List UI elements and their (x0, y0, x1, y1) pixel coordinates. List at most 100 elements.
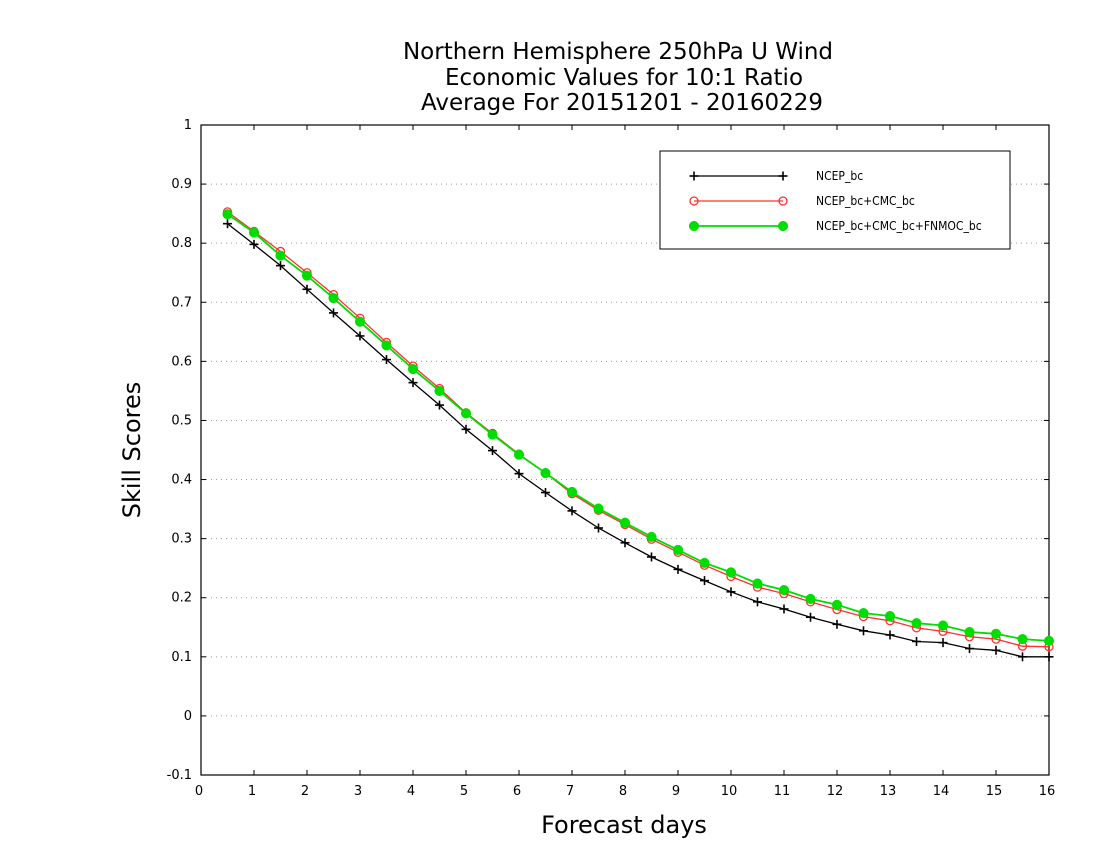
x-tick-label-15: 15 (986, 784, 1003, 799)
series-2-point-19 (725, 567, 737, 578)
series-2-point-8 (434, 385, 445, 396)
series-0-point-3 (302, 284, 312, 294)
chart-title-line-3: Average For 20151201 - 20160229 (421, 90, 823, 116)
series-0-point-8 (435, 400, 444, 410)
legend-marker-left-1 (689, 196, 699, 206)
legend-marker-right-1 (778, 196, 788, 206)
series-2-point-12 (540, 467, 551, 479)
x-tick-label-14: 14 (933, 784, 950, 799)
x-tick-label-8: 8 (619, 784, 627, 799)
series-0-line (227, 223, 1049, 658)
series-0-point-11 (514, 469, 524, 479)
series-0-point-9 (461, 424, 471, 434)
x-tick-label-7: 7 (566, 784, 574, 799)
series-0-point-15 (620, 538, 630, 548)
x-tick-label-3: 3 (354, 784, 362, 799)
y-tick-label-3: 0.2 (171, 591, 192, 606)
series-0-point-14 (594, 523, 603, 533)
series-0-point-29 (991, 645, 1001, 655)
series-2-point-3 (301, 270, 313, 281)
series-0-point-1 (249, 239, 259, 249)
series-2-point-15 (619, 517, 631, 528)
series-2-point-7 (407, 363, 419, 375)
series-0-point-26 (912, 636, 921, 646)
y-tick-label-4: 0.3 (171, 532, 192, 547)
y-tick-label-8: 0.7 (171, 295, 192, 310)
series-2-point-23 (831, 599, 843, 610)
legend-label-1: NCEP_bc+CMC_bc (816, 194, 915, 208)
series-2-point-11 (513, 449, 525, 460)
series-2-point-10 (487, 429, 498, 440)
x-tick-label-9: 9 (672, 784, 680, 799)
x-tick-label-2: 2 (301, 784, 309, 799)
legend-entry-0: NCEP_bc (689, 169, 863, 183)
series-0-point-6 (382, 355, 391, 365)
chart-title-line-2: Economic Values for 10:1 Ratio (445, 65, 803, 91)
x-tick-label-12: 12 (827, 784, 844, 799)
chart-title-line-1: Northern Hemisphere 250hPa U Wind (403, 39, 833, 65)
y-tick-label-9: 0.8 (171, 236, 192, 251)
series-2-point-4 (328, 293, 339, 304)
series-0-point-10 (488, 446, 497, 456)
series-2-point-17 (672, 544, 684, 555)
series-0-point-23 (832, 619, 842, 629)
series-2-point-5 (354, 316, 366, 327)
series-2-point-18 (699, 557, 710, 568)
series-0-point-7 (408, 378, 418, 388)
series-0-point-13 (567, 506, 577, 516)
legend-label-2: NCEP_bc+CMC_bc+FNMOC_bc (816, 219, 982, 233)
x-tick-label-0: 0 (195, 784, 203, 799)
legend: NCEP_bc NCEP_bc+CMC_bc NCEP_bc+CMC_bc+FNMO… (659, 150, 1011, 250)
series-0-point-28 (965, 644, 974, 654)
x-axis-label: Forecast days (541, 811, 707, 839)
series-2 (222, 209, 1055, 646)
legend-label-0: NCEP_bc (816, 169, 863, 183)
y-tick-label-11: 1 (184, 118, 192, 133)
series-2-point-24 (858, 608, 869, 619)
series-1-line (227, 211, 1050, 648)
legend-entry-1: NCEP_bc+CMC_bc (689, 194, 915, 208)
series-2-point-29 (990, 628, 1002, 639)
series-0-point-4 (329, 308, 338, 318)
axis-ticks: -0.100.10.20.30.40.50.60.70.80.910 1 2 3 4 5 6… (167, 118, 1056, 799)
legend-box (659, 150, 1011, 250)
x-tick-label-10: 10 (721, 784, 738, 799)
series-0 (223, 219, 1054, 662)
series-0-point-21 (779, 604, 789, 614)
x-tick-label-1: 1 (248, 784, 256, 799)
series-0-point-24 (859, 626, 868, 636)
series-0-point-18 (700, 576, 709, 586)
x-tick-label-6: 6 (513, 784, 521, 799)
y-tick-label-0: -0.1 (167, 768, 192, 783)
series-0-point-16 (647, 552, 656, 562)
series-0-point-25 (885, 630, 895, 640)
series-2-point-2 (275, 250, 286, 261)
series-2-point-22 (805, 593, 816, 604)
series-2-point-27 (937, 620, 949, 631)
legend-marker-right-2 (777, 220, 789, 232)
series-layer (222, 207, 1055, 662)
series-2-point-20 (752, 578, 763, 589)
legend-marker-right-0 (778, 171, 788, 181)
series-0-point-31 (1044, 652, 1054, 662)
series-0-point-2 (276, 261, 285, 271)
series-0-point-22 (806, 612, 815, 622)
series-2-line (226, 213, 1050, 642)
series-0-point-12 (541, 488, 550, 498)
legend-marker-left-0 (689, 171, 699, 181)
legend-entry-2: NCEP_bc+CMC_bc+FNMOC_bc (688, 219, 982, 233)
series-0-point-30 (1018, 652, 1027, 662)
series-2-point-31 (1043, 635, 1055, 646)
y-tick-label-6: 0.5 (171, 413, 192, 428)
series-2-point-1 (248, 227, 260, 238)
x-tick-label-4: 4 (407, 784, 415, 799)
series-2-point-13 (566, 486, 578, 498)
series-2-point-26 (911, 618, 922, 629)
series-0-point-17 (673, 564, 683, 574)
series-0-point-20 (753, 597, 762, 607)
series-2-point-6 (381, 340, 392, 351)
series-0-point-27 (938, 638, 948, 648)
series-2-point-21 (778, 584, 790, 596)
y-tick-label-7: 0.6 (171, 354, 192, 369)
